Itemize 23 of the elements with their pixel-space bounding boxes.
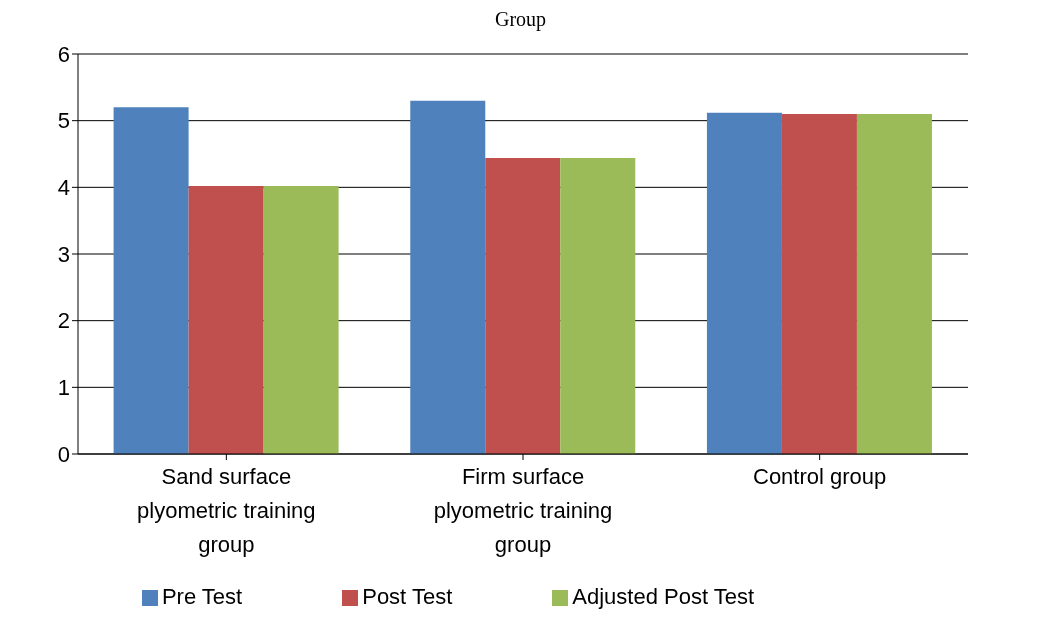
bar	[410, 100, 486, 454]
y-tick-label: 4	[57, 175, 70, 201]
bar	[706, 112, 782, 454]
bar	[113, 107, 189, 454]
y-tick-label: 3	[57, 241, 70, 267]
bar	[188, 186, 264, 454]
bar	[856, 114, 932, 454]
y-tick-label: 2	[57, 308, 70, 334]
x-tick-label: Sand surface plyometric training group	[137, 464, 316, 557]
bar	[485, 158, 561, 454]
x-tick-label: Firm surface plyometric training group	[433, 464, 613, 557]
chart-title: Group	[493, 8, 548, 33]
y-tick-label: 5	[57, 108, 70, 134]
legend-label: Pre Test	[161, 584, 243, 609]
y-tick-label: 0	[57, 441, 70, 467]
x-tick-label: Control group	[753, 464, 887, 489]
y-tick-label: 1	[57, 375, 70, 401]
legend-label: Adjusted Post Test	[572, 584, 755, 609]
legend-label: Post Test	[362, 584, 453, 609]
y-tick-label: 6	[57, 41, 70, 67]
bar	[263, 186, 339, 454]
bar	[560, 158, 636, 454]
bar	[781, 114, 857, 454]
